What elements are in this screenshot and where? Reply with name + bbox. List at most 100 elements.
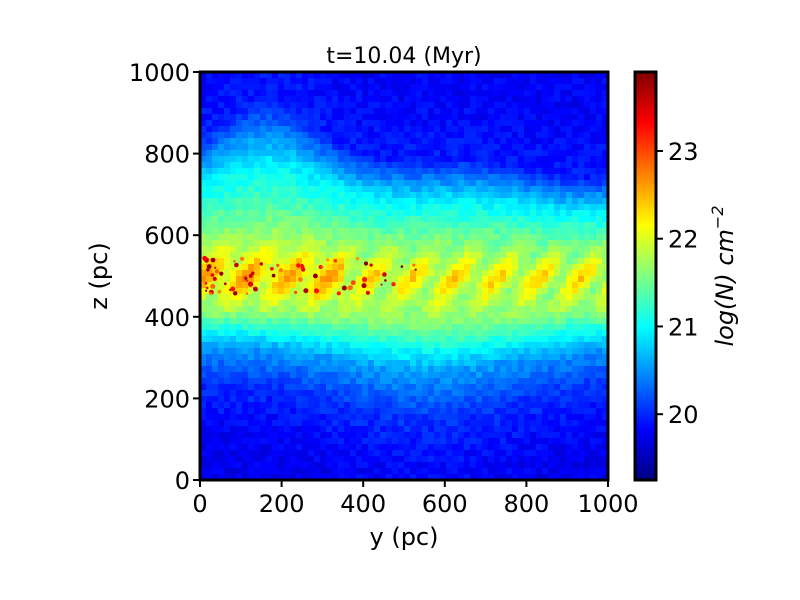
- heatmap-cell: [440, 222, 447, 229]
- heatmap-cell: [506, 282, 513, 289]
- heatmap-cell: [536, 456, 543, 463]
- heatmap-cell: [590, 258, 597, 265]
- heatmap-cell: [494, 174, 501, 181]
- heatmap-cell: [524, 432, 531, 439]
- heatmap-cell: [602, 276, 608, 283]
- heatmap-cell: [422, 288, 429, 295]
- heatmap-cell: [350, 390, 357, 397]
- heatmap-cell: [200, 264, 207, 271]
- heatmap-cell: [470, 72, 477, 79]
- heatmap-cell: [200, 276, 207, 283]
- heatmap-cell: [356, 258, 363, 265]
- heatmap-cell: [440, 246, 447, 253]
- heatmap-cell: [278, 222, 285, 229]
- heatmap-cell: [260, 300, 267, 307]
- heatmap-cell: [374, 228, 381, 235]
- heatmap-cell: [506, 132, 513, 139]
- heatmap-cell: [356, 432, 363, 439]
- heatmap-cell: [332, 216, 339, 223]
- heatmap-cell: [542, 246, 549, 253]
- heatmap-cell: [404, 120, 411, 127]
- heatmap-cell: [506, 420, 513, 427]
- heatmap-cell: [578, 252, 585, 259]
- heatmap-cell: [200, 114, 207, 121]
- heatmap-cell: [206, 354, 213, 361]
- heatmap-cell: [248, 162, 255, 169]
- heatmap-cell: [272, 180, 279, 187]
- heatmap-cell: [344, 252, 351, 259]
- heatmap-cell: [380, 396, 387, 403]
- heatmap-cell: [530, 366, 537, 373]
- heatmap-cell: [452, 456, 459, 463]
- heatmap-cell: [566, 414, 573, 421]
- heatmap-cell: [494, 210, 501, 217]
- heatmap-cell: [416, 276, 423, 283]
- heatmap-cell: [536, 108, 543, 115]
- heatmap-cell: [380, 378, 387, 385]
- heatmap-cell: [266, 72, 273, 79]
- heatmap-cell: [536, 288, 543, 295]
- heatmap-cell: [332, 312, 339, 319]
- heatmap-cell: [296, 342, 303, 349]
- dense-clump: [210, 273, 215, 277]
- heatmap-cell: [374, 342, 381, 349]
- heatmap-cell: [506, 468, 513, 475]
- heatmap-cell: [452, 144, 459, 151]
- heatmap-cell: [296, 132, 303, 139]
- heatmap-cell: [206, 300, 213, 307]
- heatmap-cell: [242, 192, 249, 199]
- heatmap-cell: [386, 378, 393, 385]
- heatmap-cell: [290, 252, 297, 259]
- heatmap-cell: [488, 294, 495, 301]
- heatmap-cell: [536, 468, 543, 475]
- heatmap-cell: [488, 462, 495, 469]
- heatmap-cell: [254, 414, 261, 421]
- heatmap-cell: [542, 198, 549, 205]
- heatmap-cell: [236, 258, 243, 265]
- heatmap-cell: [296, 330, 303, 337]
- heatmap-cell: [422, 468, 429, 475]
- heatmap-cell: [506, 126, 513, 133]
- heatmap-cell: [512, 426, 519, 433]
- heatmap-cell: [434, 198, 441, 205]
- heatmap-cell: [290, 84, 297, 91]
- heatmap-cell: [356, 456, 363, 463]
- heatmap-cell: [488, 108, 495, 115]
- heatmap-cell: [338, 330, 345, 337]
- heatmap-cell: [278, 360, 285, 367]
- heatmap-cell: [290, 108, 297, 115]
- heatmap-cell: [224, 384, 231, 391]
- heatmap-cell: [380, 192, 387, 199]
- heatmap-cell: [578, 432, 585, 439]
- heatmap-cell: [302, 96, 309, 103]
- heatmap-cell: [368, 282, 375, 289]
- heatmap-cell: [482, 420, 489, 427]
- heatmap-cell: [500, 402, 507, 409]
- heatmap-cell: [440, 174, 447, 181]
- heatmap-cell: [254, 384, 261, 391]
- heatmap-cell: [338, 240, 345, 247]
- heatmap-cell: [548, 180, 555, 187]
- heatmap-cell: [212, 348, 219, 355]
- heatmap-cell: [410, 270, 417, 277]
- heatmap-cell: [206, 474, 213, 480]
- heatmap-cell: [380, 312, 387, 319]
- heatmap-cell: [440, 456, 447, 463]
- heatmap-cell: [266, 240, 273, 247]
- dense-clump: [240, 256, 245, 261]
- heatmap-cell: [476, 114, 483, 121]
- heatmap-cell: [596, 366, 603, 373]
- heatmap-cell: [224, 444, 231, 451]
- heatmap-cell: [338, 138, 345, 145]
- heatmap-cell: [422, 306, 429, 313]
- heatmap-cell: [350, 312, 357, 319]
- heatmap-cell: [332, 192, 339, 199]
- heatmap-cell: [392, 474, 399, 480]
- heatmap-cell: [500, 366, 507, 373]
- heatmap-cell: [404, 132, 411, 139]
- heatmap-cell: [212, 324, 219, 331]
- heatmap-cell: [434, 204, 441, 211]
- heatmap-cell: [350, 210, 357, 217]
- x-tick-label: 0: [192, 490, 207, 518]
- heatmap-cell: [500, 210, 507, 217]
